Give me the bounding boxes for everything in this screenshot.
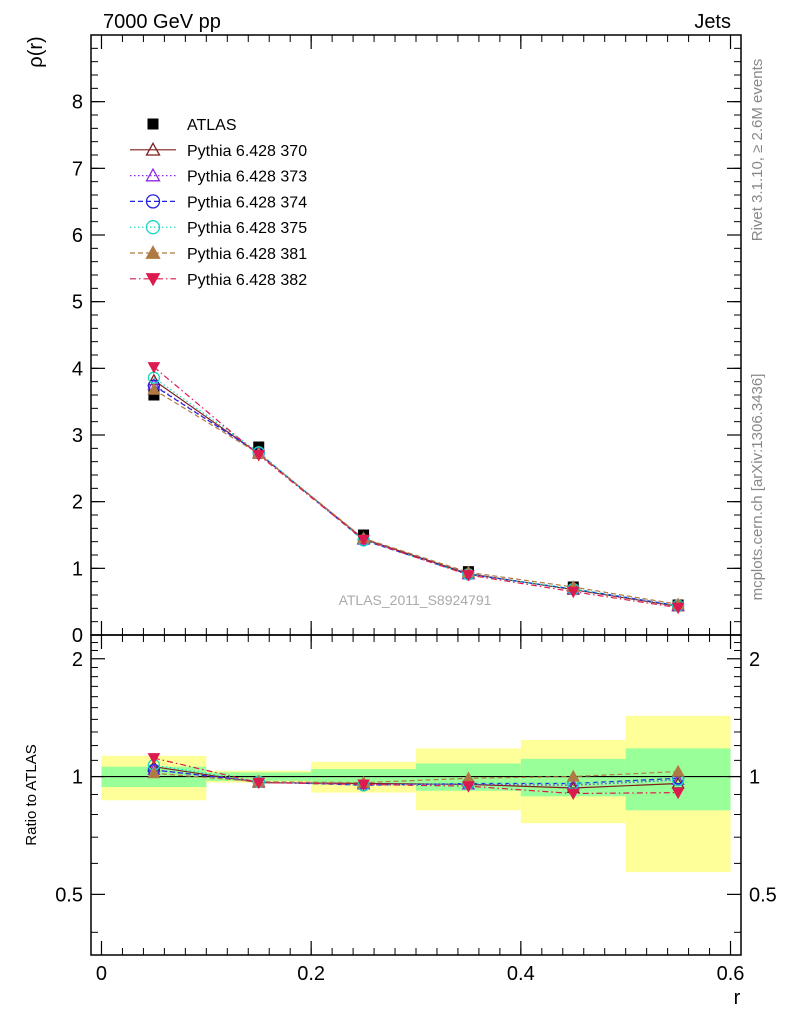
legend: ATLAS Pythia 6.428 370 Pythia 6.428 373 Pyt… <box>130 117 307 289</box>
legend-marker-3 <box>145 194 161 209</box>
main-ytick-label-3: 3 <box>72 425 83 447</box>
main-point-s6-2 <box>357 534 370 547</box>
analysis-watermark: ATLAS_2011_S8924791 <box>339 592 492 608</box>
xtick-label-0.2: 0.2 <box>297 963 325 985</box>
main-ytick-label-1: 1 <box>72 558 83 580</box>
main-y-axis-title: ρ(r) <box>25 36 47 67</box>
ratio-point-s5-1 <box>252 777 266 790</box>
ratio-panel-series <box>147 753 685 801</box>
xtick-label-0.6: 0.6 <box>717 963 745 985</box>
main-point-s6-1 <box>252 450 266 462</box>
main-point-s6-3 <box>462 570 475 582</box>
legend-label-4: Pythia 6.428 375 <box>187 220 307 237</box>
main-line-series-5 <box>153 389 679 605</box>
ratio-uncertainty-bands <box>91 715 741 873</box>
x-axis-title: r <box>734 987 741 1009</box>
inner-band-5 <box>625 748 731 811</box>
ratio-ytick-label-right-0.5: 0.5 <box>749 884 777 906</box>
main-line-series-3 <box>153 385 679 607</box>
ratio-point-s4-5 <box>671 764 685 777</box>
legend-marker-1 <box>145 141 161 156</box>
main-ytick-label-5: 5 <box>72 292 83 314</box>
main-panel-series <box>147 362 685 615</box>
ratio-ytick-label-right-2: 2 <box>749 649 760 671</box>
main-ytick-label-6: 6 <box>72 225 83 247</box>
ratio-point-s5-2 <box>357 779 370 791</box>
legend-marker-4 <box>145 220 161 235</box>
ratio-line-series-0 <box>153 766 679 789</box>
legend-label-1: Pythia 6.428 370 <box>187 143 307 160</box>
main-point-s6-5 <box>671 602 685 615</box>
legend-marker-0 <box>147 118 159 130</box>
main-point-s5-0 <box>147 382 161 395</box>
main-ytick-label-4: 4 <box>72 358 83 380</box>
legend-label-3: Pythia 6.428 374 <box>187 194 307 211</box>
legend-marker-2 <box>145 167 161 182</box>
main-ytick-label-7: 7 <box>72 158 83 180</box>
xtick-label-0: 0 <box>96 963 107 985</box>
main-point-s6-4 <box>566 586 580 599</box>
legend-label-2: Pythia 6.428 373 <box>187 169 307 186</box>
ratio-y-axis-title: Ratio to ATLAS <box>23 744 40 845</box>
ratio-point-s5-0 <box>147 753 161 765</box>
main-ytick-label-2: 2 <box>72 492 83 514</box>
ratio-point-s4-4 <box>566 769 580 782</box>
main-point-s0-0 <box>148 389 160 401</box>
ratio-ytick-label-2: 2 <box>72 649 83 671</box>
rivet-version-label: Rivet 3.1.10, ≥ 2.6M events <box>749 59 766 242</box>
ratio-point-s5-3 <box>462 781 475 793</box>
legend-marker-5 <box>145 245 161 259</box>
main-ytick-label-8: 8 <box>72 92 83 114</box>
legend-marker-6 <box>145 273 161 287</box>
ratio-point-s5-4 <box>566 788 580 801</box>
main-line-series-4 <box>153 377 679 607</box>
main-ytick-label-0: 0 <box>72 625 83 647</box>
ratio-ytick-label-1: 1 <box>72 767 83 789</box>
ratio-ytick-label-0.5: 0.5 <box>55 884 83 906</box>
header-energy-label: 7000 GeV pp <box>103 11 221 33</box>
main-line-series-1 <box>153 379 679 607</box>
legend-label-6: Pythia 6.428 382 <box>187 272 307 289</box>
ratio-ytick-label-right-1: 1 <box>749 767 760 789</box>
main-line-series-6 <box>153 366 679 609</box>
xtick-label-0.4: 0.4 <box>507 963 535 985</box>
legend-label-0: ATLAS <box>187 117 237 134</box>
header-process-label: Jets <box>694 11 731 33</box>
ratio-line-series-3 <box>153 764 679 786</box>
main-line-series-2 <box>153 384 679 607</box>
ratio-point-s4-0 <box>147 766 161 779</box>
main-point-s6-0 <box>147 362 161 374</box>
ratio-point-s5-5 <box>671 787 685 800</box>
legend-label-5: Pythia 6.428 381 <box>187 246 307 263</box>
mcplots-reference-label: mcplots.cern.ch [arXiv:1306.3436] <box>749 374 766 601</box>
